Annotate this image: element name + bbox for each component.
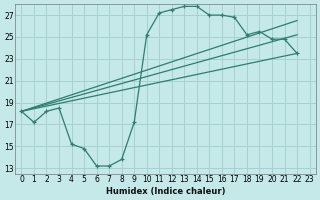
X-axis label: Humidex (Indice chaleur): Humidex (Indice chaleur) [106,187,225,196]
